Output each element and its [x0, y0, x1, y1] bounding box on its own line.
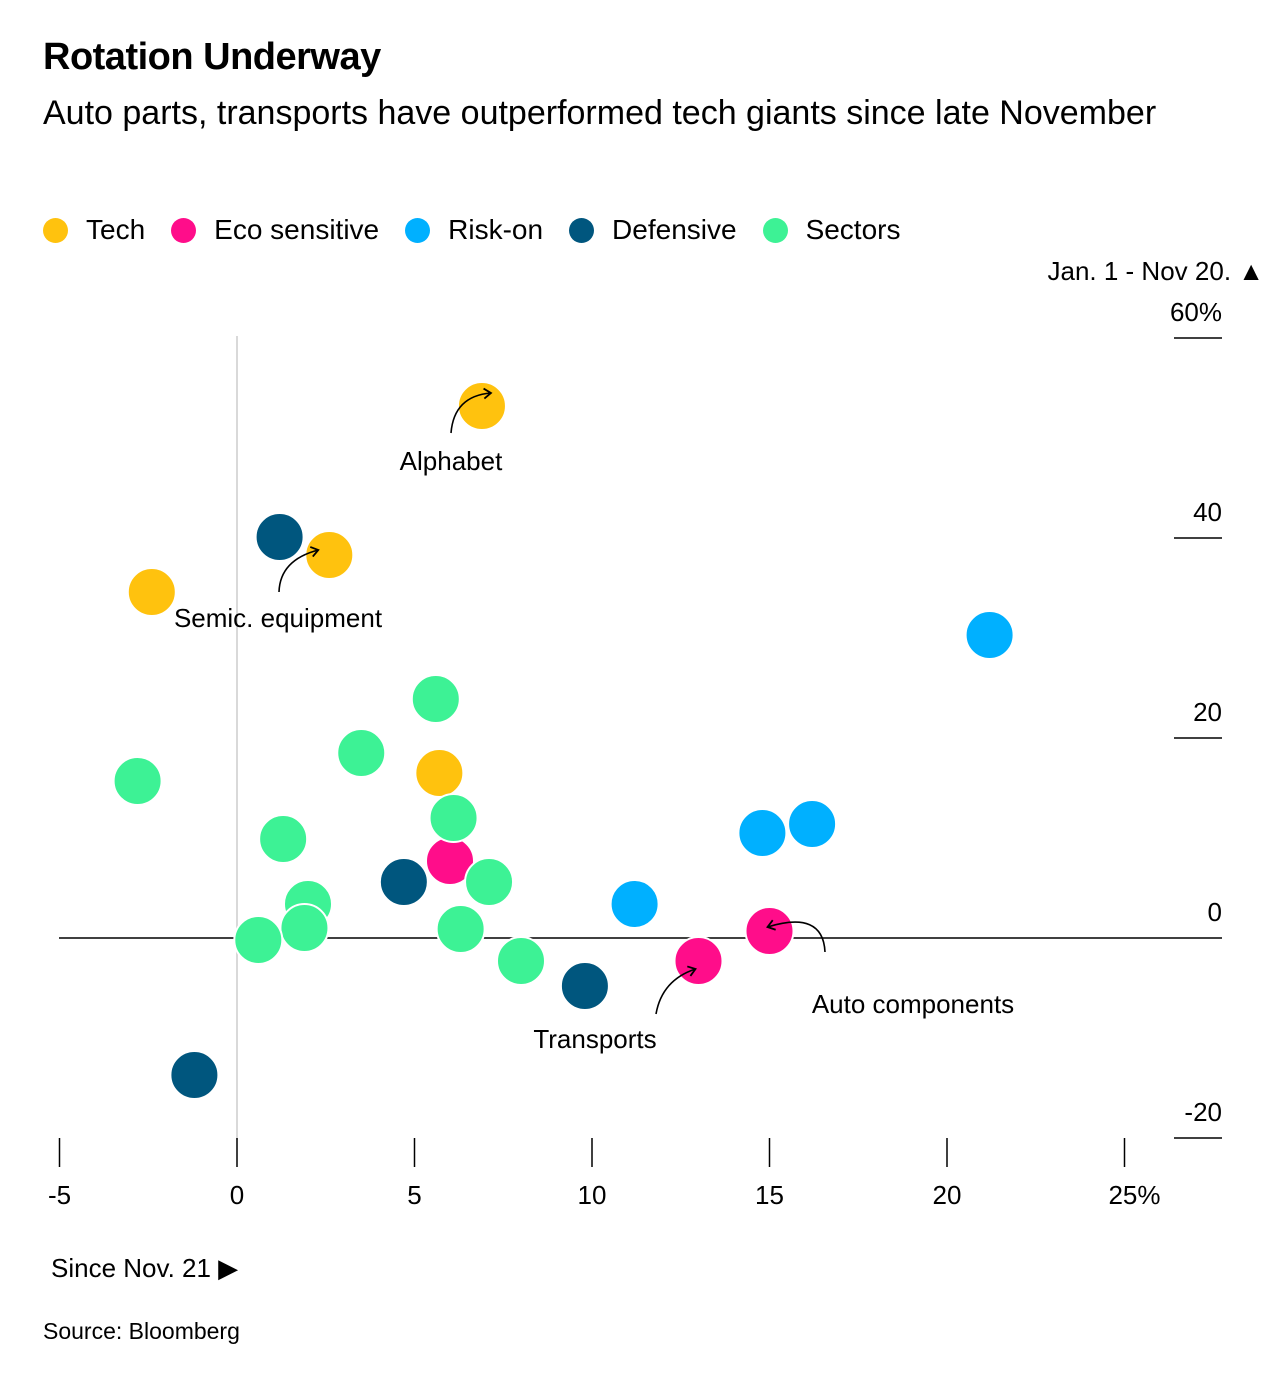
point-defensive-2 — [559, 961, 610, 1011]
legend-swatch-tech — [43, 217, 68, 243]
y-tick-label-2: 20 — [1193, 697, 1222, 727]
legend-label-tech: Tech — [86, 214, 146, 245]
y-axis-label: Jan. 1 - Nov 20. ▲ — [1048, 256, 1265, 286]
point-sectors-3 — [428, 793, 479, 843]
y-tick-label-4: -20 — [1184, 1097, 1222, 1127]
point-sectors-9 — [233, 915, 284, 965]
point-sectors-8 — [435, 904, 486, 954]
x-tick-label-2: 5 — [407, 1180, 421, 1210]
chart-subtitle: Auto parts, transports have outperformed… — [43, 94, 1157, 132]
x-tick-label-5: 20 — [933, 1180, 962, 1210]
point-risk-on-1 — [787, 799, 838, 849]
point-sectors-2 — [112, 756, 163, 806]
point-risk-on-2 — [737, 808, 788, 858]
x-tick-label-1: 0 — [230, 1180, 244, 1210]
source-note: Source: Bloomberg — [43, 1318, 240, 1344]
y-tick-label-0: 60% — [1170, 297, 1222, 327]
point-eco-sensitive-2 — [744, 906, 795, 956]
legend-swatch-sectors — [762, 217, 788, 243]
legend-label-defensive: Defensive — [612, 214, 737, 245]
legend-swatch-risk-on — [405, 217, 431, 243]
point-tech-3 — [414, 748, 465, 798]
annotation-label-alphabet: Alphabet — [400, 446, 503, 476]
annotation-arrow-auto-components — [766, 919, 826, 953]
point-sectors-0 — [410, 674, 461, 724]
legend-item-eco-sensitive: Eco sensitive — [171, 214, 379, 246]
annotation-arrow-alphabet — [450, 387, 493, 434]
y-tick-label-1: 40 — [1193, 497, 1222, 527]
legend-swatch-eco-sensitive — [171, 217, 197, 243]
x-tick-label-4: 15 — [755, 1180, 784, 1210]
legend-item-sectors: Sectors — [762, 214, 901, 246]
x-axis-label: Since Nov. 21 ▶ — [51, 1253, 238, 1283]
annotation-label-auto-components: Auto components — [812, 989, 1014, 1019]
legend-label-risk-on: Risk-on — [448, 214, 544, 245]
point-defensive-1 — [378, 857, 429, 907]
point-risk-on-3 — [609, 879, 660, 929]
x-tick-label-0: -5 — [48, 1180, 71, 1210]
y-tick-label-3: 0 — [1208, 897, 1222, 927]
legend-item-defensive: Defensive — [569, 214, 737, 246]
legend-label-sectors: Sectors — [805, 214, 901, 245]
point-tech-2 — [126, 567, 177, 617]
annotation-label-semic-equipment: Semic. equipment — [174, 603, 383, 633]
point-sectors-4 — [258, 814, 309, 864]
annotation-arrow-transports — [655, 965, 697, 1015]
legend: Tech Eco sensitive Risk-on Defensive Sec… — [43, 214, 927, 246]
point-tech-0 — [456, 381, 507, 431]
x-tick-label-6: 25% — [1108, 1180, 1160, 1210]
legend-swatch-defensive — [569, 217, 595, 243]
point-defensive-3 — [169, 1050, 220, 1100]
legend-item-risk-on: Risk-on — [405, 214, 543, 246]
point-risk-on-0 — [964, 610, 1015, 660]
point-tech-1 — [304, 530, 355, 580]
point-sectors-7 — [279, 903, 330, 953]
legend-label-eco-sensitive: Eco sensitive — [214, 214, 380, 245]
annotation-label-transports: Transports — [533, 1024, 656, 1054]
annotation-arrow-semic-equipment — [278, 546, 320, 593]
point-sectors-1 — [336, 728, 387, 778]
chart-title: Rotation Underway — [43, 36, 381, 78]
legend-item-tech: Tech — [43, 214, 145, 246]
point-defensive-0 — [254, 512, 305, 562]
point-eco-sensitive-1 — [673, 936, 724, 986]
point-sectors-10 — [496, 936, 546, 986]
point-sectors-5 — [464, 857, 515, 907]
x-tick-label-3: 10 — [578, 1180, 607, 1210]
